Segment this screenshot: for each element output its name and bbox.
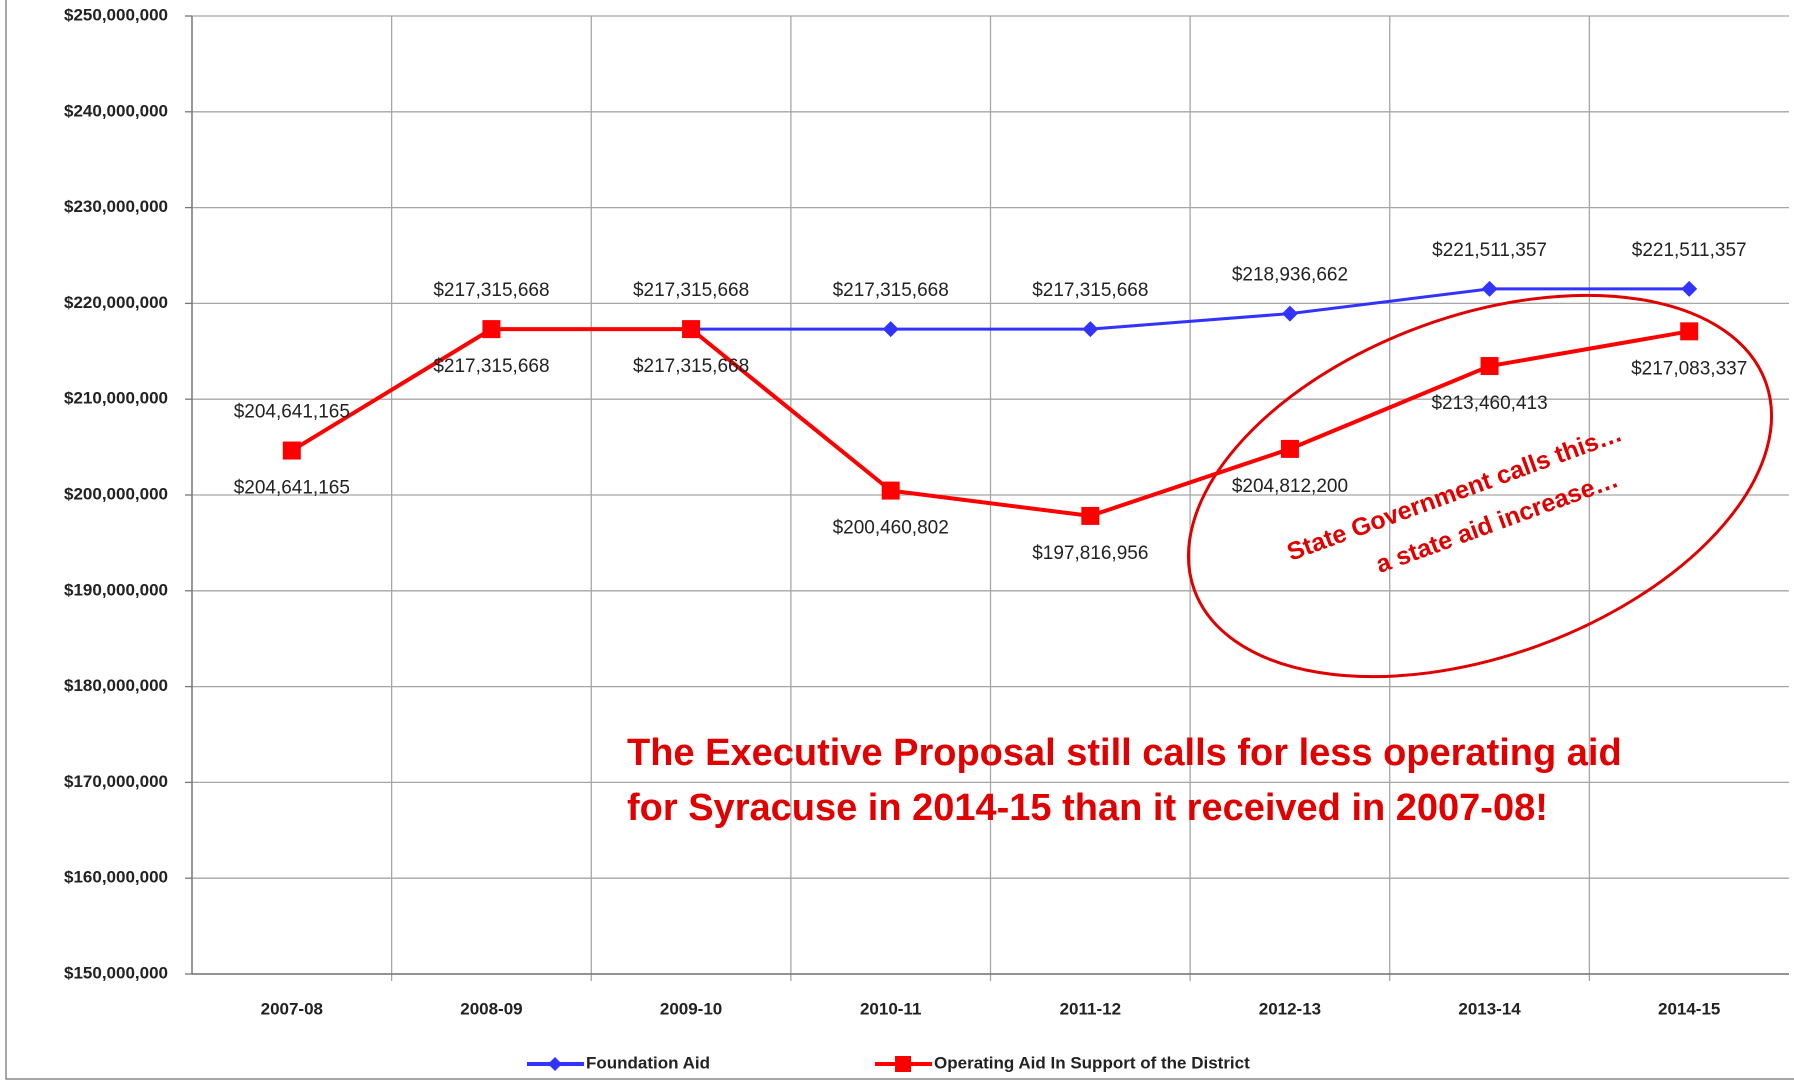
x-tick-label: 2010-11 — [860, 999, 921, 1018]
data-label: $217,315,668 — [633, 356, 749, 377]
data-label: $221,511,357 — [1432, 240, 1547, 261]
data-label: $197,816,956 — [1032, 543, 1148, 564]
frame — [5, 0, 1794, 1080]
data-label: $204,812,200 — [1232, 476, 1348, 497]
y-tick-label: $230,000,000 — [64, 197, 168, 216]
y-tick-label: $170,000,000 — [64, 772, 168, 791]
y-tick-label: $190,000,000 — [64, 580, 168, 599]
data-point — [1680, 322, 1699, 341]
note-line: for Syracuse in 2014-15 than it received… — [627, 787, 1548, 829]
x-tick-label: 2008-09 — [460, 999, 522, 1018]
data-label: $217,315,668 — [433, 280, 549, 301]
x-tick-label: 2013-14 — [1458, 999, 1521, 1018]
y-tick-label: $220,000,000 — [64, 293, 168, 312]
data-point — [881, 481, 900, 500]
y-tick-label: $200,000,000 — [64, 484, 168, 503]
data-point — [1081, 506, 1100, 525]
y-tick-label: $180,000,000 — [64, 676, 168, 695]
x-tick-label: 2009-10 — [660, 999, 722, 1018]
data-label: $221,511,357 — [1632, 240, 1747, 261]
data-point — [482, 320, 501, 339]
callout: State Government calls this… a state aid… — [1283, 419, 1625, 579]
data-label: $217,315,668 — [433, 356, 549, 377]
x-tick-label: 2011-12 — [1060, 999, 1121, 1018]
data-label: $204,641,165 — [234, 402, 350, 423]
y-tick-label: $250,000,000 — [64, 5, 168, 24]
x-tick-label: 2014-15 — [1658, 999, 1720, 1018]
note-line: The Executive Proposal still calls for l… — [627, 732, 1622, 774]
y-tick-label: $150,000,000 — [64, 963, 168, 982]
data-label: $204,641,165 — [234, 478, 350, 499]
data-label: $217,315,668 — [1032, 280, 1148, 301]
data-point — [1082, 321, 1099, 338]
legend-marker — [548, 1057, 562, 1071]
data-label: $217,315,668 — [633, 280, 749, 301]
data-label: $200,460,802 — [833, 518, 949, 539]
x-tick-label: 2007-08 — [261, 999, 323, 1018]
data-point — [882, 321, 899, 338]
data-label: $213,460,413 — [1431, 393, 1547, 414]
data-point — [1281, 305, 1298, 322]
y-tick-label: $160,000,000 — [64, 868, 168, 887]
data-point — [1480, 357, 1499, 376]
data-label: $218,936,662 — [1232, 265, 1348, 286]
legend-label: Operating Aid In Support of the District — [934, 1053, 1250, 1072]
data-label: $217,083,337 — [1631, 358, 1747, 379]
data-point — [682, 320, 701, 339]
data-point — [282, 441, 301, 460]
y-tick-label: $240,000,000 — [64, 101, 168, 120]
data-label: $217,315,668 — [833, 280, 949, 301]
data-point — [1681, 280, 1698, 297]
x-tick-label: 2012-13 — [1259, 999, 1321, 1018]
series-line — [290, 327, 1690, 518]
legend-marker — [895, 1056, 912, 1072]
data-point — [1280, 439, 1299, 458]
callout-ellipse — [1186, 293, 1774, 679]
y-tick-label: $210,000,000 — [64, 389, 168, 408]
legend-label: Foundation Aid — [586, 1053, 710, 1072]
data-point — [1481, 280, 1498, 297]
